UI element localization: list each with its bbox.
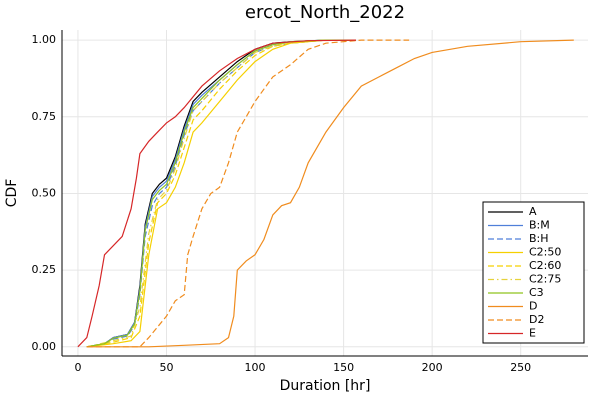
y-tick-label: 0.75 — [32, 110, 57, 123]
series-line — [86, 39, 574, 348]
legend-label: C3 — [529, 286, 544, 299]
series-line — [77, 39, 357, 348]
x-axis-label: Duration [hr] — [280, 378, 371, 394]
series-line — [86, 39, 356, 348]
x-tick-label: 100 — [245, 361, 266, 374]
series-line — [86, 39, 410, 348]
y-tick-label: 0.25 — [32, 263, 57, 276]
x-tick-label: 50 — [159, 361, 173, 374]
x-tick-label: 200 — [422, 361, 443, 374]
legend-label: C2:60 — [529, 259, 561, 272]
legend-label: C2:75 — [529, 273, 561, 286]
legend-label: C2:50 — [529, 246, 561, 259]
x-tick-label: 250 — [510, 361, 531, 374]
y-axis-label: CDF — [4, 179, 20, 208]
series-line — [86, 39, 356, 348]
legend-label: E — [529, 327, 536, 340]
series-line — [86, 39, 356, 348]
chart-title: ercot_North_2022 — [245, 2, 405, 23]
legend-label: D2 — [529, 313, 544, 326]
y-tick-label: 0.00 — [32, 340, 57, 353]
x-tick-label: 150 — [333, 361, 354, 374]
legend-label: D — [529, 300, 537, 313]
legend-label: B:M — [529, 219, 550, 232]
y-tick-label: 0.50 — [32, 186, 57, 199]
y-tick-label: 1.00 — [32, 33, 57, 46]
legend-label: B:H — [529, 232, 549, 245]
series-line — [86, 39, 356, 348]
legend-label: A — [529, 205, 537, 218]
x-tick-label: 0 — [74, 361, 81, 374]
